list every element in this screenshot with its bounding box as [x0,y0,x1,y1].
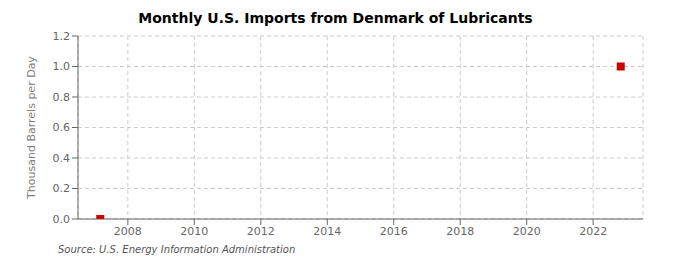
svg-text:2014: 2014 [313,225,341,238]
svg-text:0.0: 0.0 [53,213,71,226]
svg-text:2018: 2018 [446,225,474,238]
svg-text:2008: 2008 [114,225,142,238]
html-text:Source: U.S. Energy Informatio: Source: U.S. Energy Information Administ… [58,244,296,255]
svg-text:2022: 2022 [579,225,607,238]
svg-text:2016: 2016 [380,225,408,238]
html-text:Monthly U.S. Imports from Denm: Monthly U.S. Imports from Denmark of Lub… [138,10,533,26]
svg-text:0.8: 0.8 [53,91,71,104]
svg-text:0.4: 0.4 [53,152,71,165]
svg-text:2012: 2012 [247,225,275,238]
svg-text:2020: 2020 [513,225,541,238]
svg-text:0.2: 0.2 [53,182,71,195]
svg-text:1.2: 1.2 [53,30,71,43]
svg-text:1.0: 1.0 [53,60,71,73]
svg-text:2010: 2010 [180,225,208,238]
svg-text:Thousand Barrels per Day: Thousand Barrels per Day [25,56,38,200]
svg-text:0.6: 0.6 [53,121,71,134]
